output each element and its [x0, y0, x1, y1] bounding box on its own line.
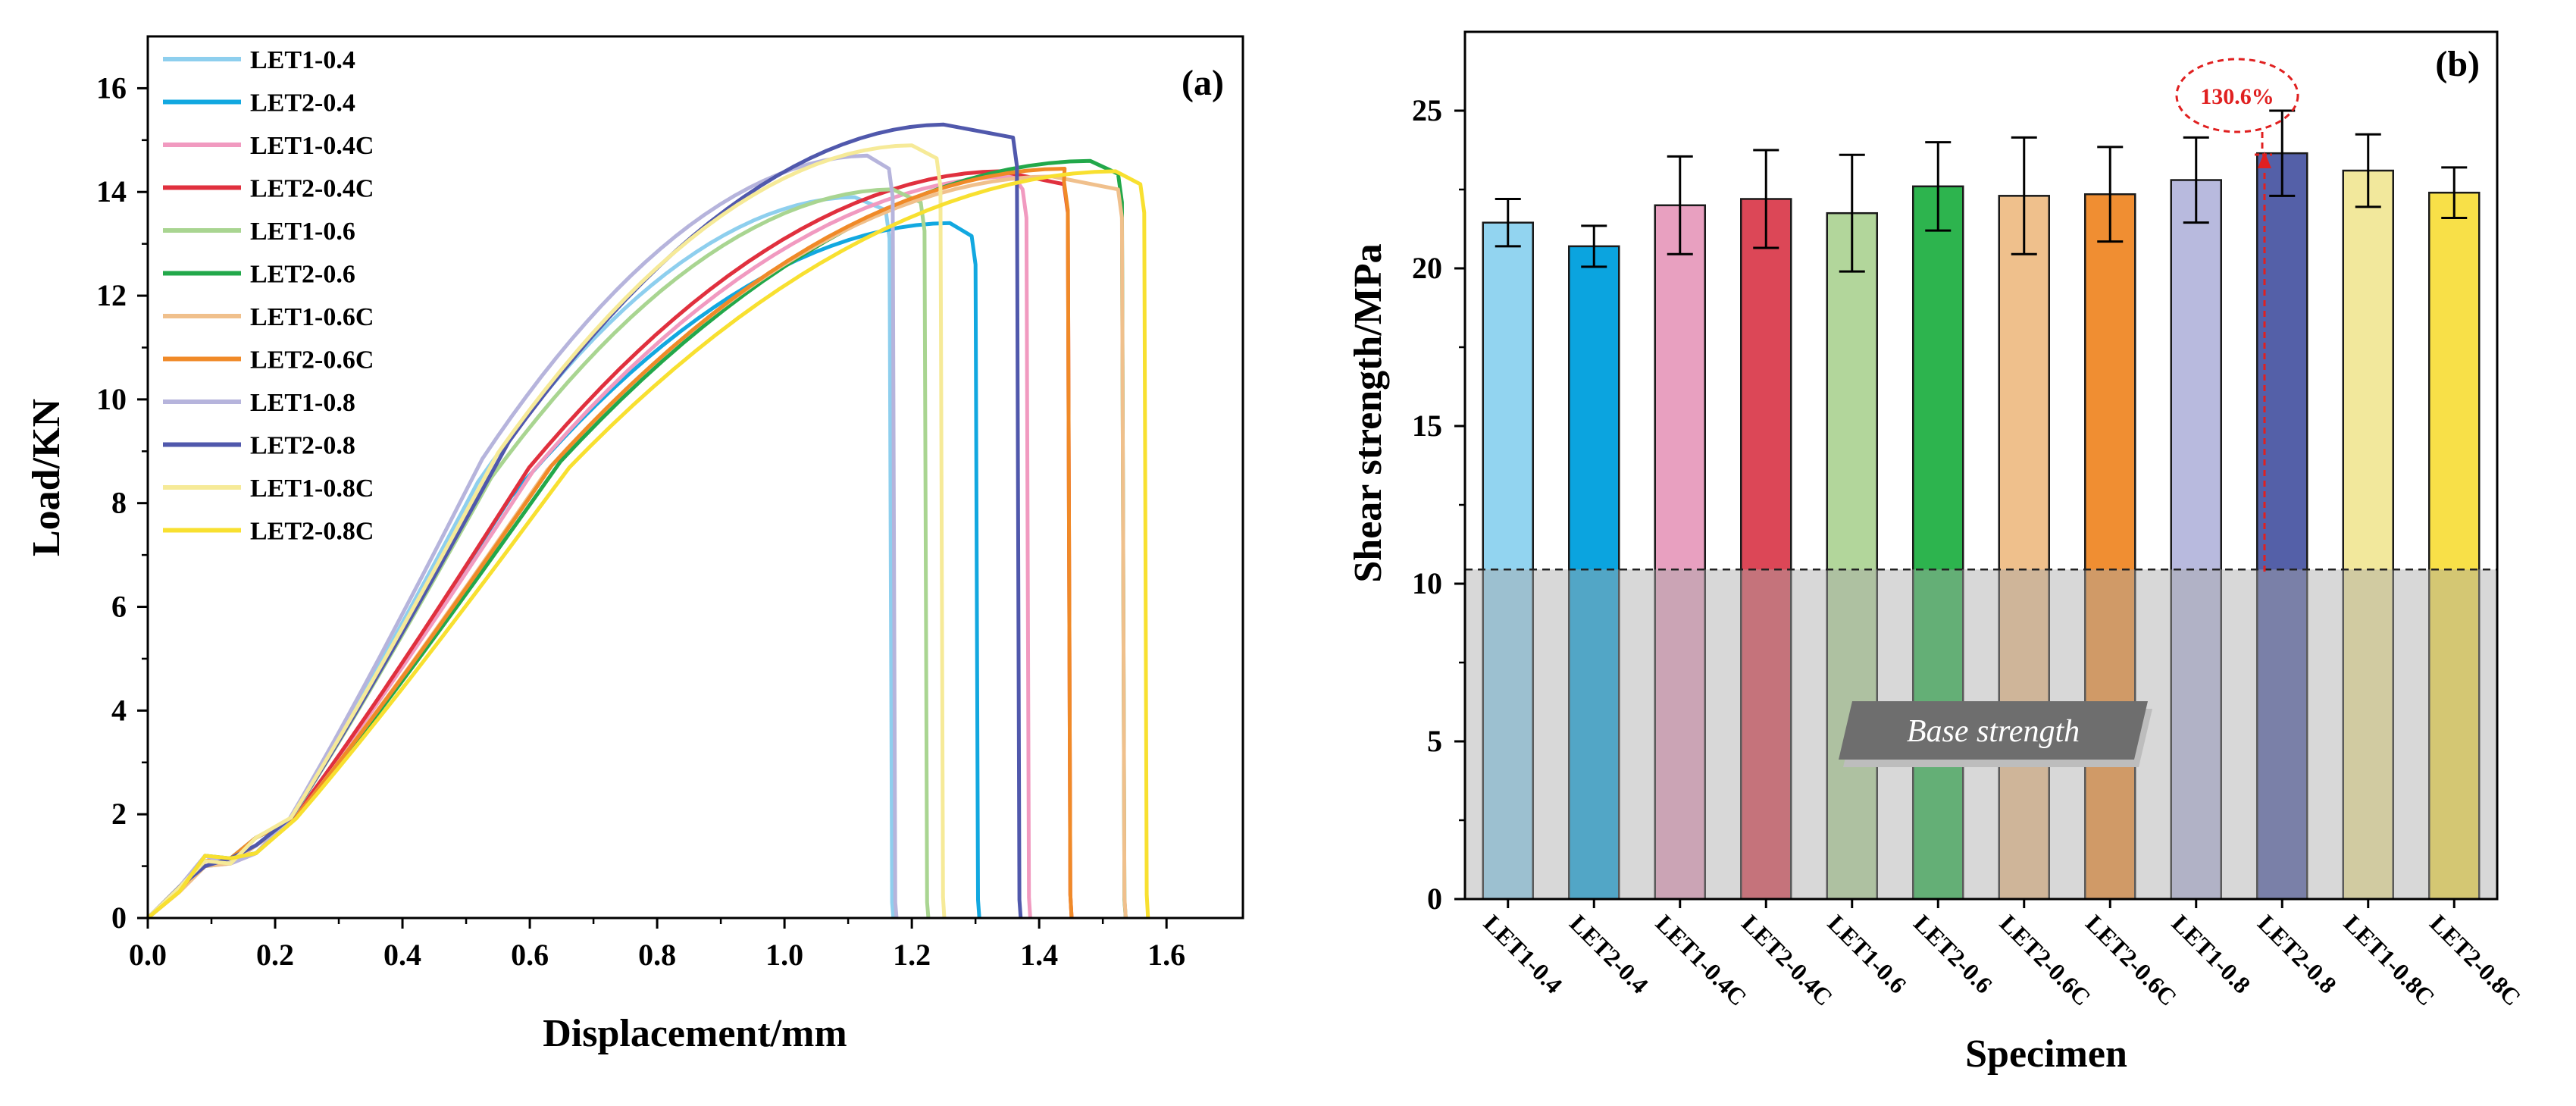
legend-label-LET2-0.6: LET2-0.6 [250, 261, 355, 289]
bar-LET1-0.6 [1826, 211, 1878, 901]
category-label: LET1-0.4 [1479, 909, 1568, 998]
annotation-text: 130.6% [2200, 84, 2274, 109]
legend-label-LET1-0.4: LET1-0.4 [250, 46, 355, 74]
panel-a-x-tick-label: 0.2 [256, 938, 294, 972]
legend-label-LET2-0.4: LET2-0.4 [250, 89, 355, 117]
legend-label-LET1-0.4C: LET1-0.4C [250, 132, 374, 160]
panel-b-label: (b) [2435, 44, 2480, 84]
panel-b-y-tick-label: 20 [1412, 251, 1442, 285]
panel-a-y-tick-label: 14 [96, 174, 127, 208]
line-series-LET1-0.6 [146, 187, 931, 920]
category-label: LET1-0.4C [1651, 909, 1752, 1010]
panel-a-y-tick-label: 0 [111, 901, 127, 935]
annotation-ellipse [2175, 58, 2299, 133]
panel-a-ticks: 0.0 0.2 0.4 0.6 0.8 1.0 1.2 1.4 1.6 0 2 4 6 8 10 12 14 16 [96, 70, 1185, 972]
panel-a-x-tick-label: 1.6 [1147, 938, 1185, 972]
panel-a-y-axis-title: Load/KN [25, 399, 68, 556]
panel-b-y-tick-label: 25 [1412, 93, 1442, 127]
panel-a-x-tick-label: 0.4 [383, 938, 421, 972]
legend-label-LET2-0.6C: LET2-0.6C [250, 346, 374, 374]
panel-a-x-tick-label: 0.8 [638, 938, 676, 972]
panel-a-y-tick-label: 10 [96, 382, 127, 416]
category-label: LET1-0.8 [2167, 909, 2256, 998]
panel-a-y-tick-label: 12 [96, 278, 127, 312]
panel-a-plot-frame [146, 35, 1244, 920]
legend-label-LET2-0.8C: LET2-0.8C [250, 518, 374, 546]
base-strength-label: Base strength [1907, 714, 2080, 749]
category-label: LET2-0.8 [2252, 909, 2342, 998]
panel-b-plot-frame [1463, 30, 2499, 901]
category-label: LET1-0.6 [1823, 909, 1912, 998]
panel-a-x-tick-label: 1.4 [1020, 938, 1058, 972]
panel-a-y-tick-label: 4 [111, 693, 127, 727]
bar-LET2-0.6C [1998, 195, 2050, 901]
panel-a-y-tick-label: 6 [111, 590, 127, 624]
category-label: LET2-0.6C [2080, 909, 2182, 1010]
panel-a-x-tick-label: 0.6 [511, 938, 549, 972]
bar-LET1-0.8C [2342, 169, 2394, 901]
category-label: LET2-0.4C [1736, 909, 1838, 1010]
panel-a-legend: LET1-0.4 LET2-0.4 LET1-0.4C LET2-0.4C LET1-0… [163, 46, 374, 546]
line-series-LET2-0.6C [146, 167, 1074, 920]
line-series-LET1-0.8 [146, 153, 899, 920]
category-label: LET2-0.8C [2424, 909, 2526, 1010]
panel-a-y-tick-label: 2 [111, 797, 127, 831]
category-label: LET2-0.6C [1995, 909, 2096, 1010]
legend-label-LET2-0.8: LET2-0.8 [250, 432, 355, 460]
category-label: LET2-0.6 [1908, 909, 1998, 998]
legend-label-LET1-0.8C: LET1-0.8C [250, 475, 374, 503]
panel-b-y-tick-label: 15 [1412, 409, 1442, 443]
category-label: LET1-0.8C [2339, 909, 2440, 1010]
legend-label-LET1-0.8: LET1-0.8 [250, 389, 355, 417]
panel-a-line-chart: 0.0 0.2 0.4 0.6 0.8 1.0 1.2 1.4 1.6 0 2 4 6 8 10 12 14 16… [25, 35, 1244, 1055]
legend-label-LET2-0.4C: LET2-0.4C [250, 175, 374, 203]
panel-b-bar-chart: LET1-0.4LET2-0.4LET1-0.4CLET2-0.4CLET1-0… [1347, 30, 2527, 1076]
improvement-annotation: 130.6% [2175, 58, 2299, 572]
legend-label-LET1-0.6: LET1-0.6 [250, 218, 355, 246]
panel-a-x-tick-label: 0.0 [129, 938, 167, 972]
panel-a-series-lines [146, 122, 1150, 920]
line-series-LET2-0.4C [146, 169, 1074, 920]
panel-b-y-axis-title: Shear strength/MPa [1347, 243, 1390, 582]
panel-b-x-axis-title: Specimen [1965, 1032, 2127, 1076]
panel-a-x-tick-label: 1.0 [765, 938, 803, 972]
base-strength-badge: Base strength [1839, 701, 2152, 767]
line-series-LET1-0.8C [146, 143, 947, 920]
panel-a-x-tick-label: 1.2 [893, 938, 931, 972]
category-label: LET2-0.4 [1564, 909, 1654, 998]
panel-a-y-tick-label: 16 [96, 70, 127, 105]
base-strength-badge-box [1839, 701, 2148, 760]
legend-label-LET1-0.6C: LET1-0.6C [250, 303, 374, 331]
panel-a-x-axis-title: Displacement/mm [543, 1012, 847, 1055]
line-series-LET2-0.8C [146, 169, 1150, 920]
annotation-arrowhead [2258, 152, 2271, 168]
panel-b-y-tick-label: 5 [1427, 724, 1442, 758]
panel-b-y-tick-label: 0 [1427, 882, 1442, 916]
panel-b-y-tick-label: 10 [1412, 566, 1442, 600]
panel-a-y-tick-label: 8 [111, 486, 127, 520]
panel-b-error-bars [1495, 109, 2468, 273]
panel-a-label: (a) [1182, 63, 1224, 103]
